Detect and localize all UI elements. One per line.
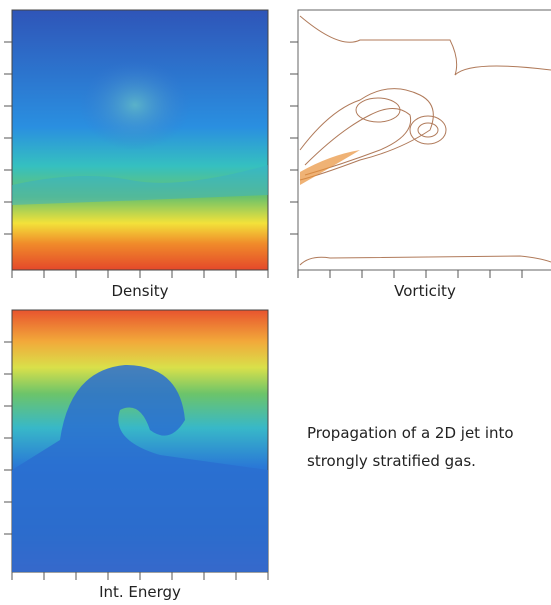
density-vortex (80, 60, 190, 150)
vorticity-core (300, 150, 360, 185)
caption-line: strongly stratified gas. (307, 452, 476, 470)
panel-label: Int. Energy (99, 583, 181, 601)
contour (299, 15, 551, 76)
contour (417, 122, 439, 138)
contour (299, 255, 551, 266)
density-layer (12, 165, 268, 205)
energy-vortex (12, 365, 268, 572)
vorticity-map (297, 9, 551, 271)
caption-line: Propagation of a 2D jet into (307, 424, 514, 442)
vorticity-panel (297, 9, 551, 271)
contour (304, 108, 412, 176)
contour (299, 88, 434, 181)
energy-panel (11, 309, 269, 573)
panel-label: Density (111, 282, 168, 300)
contour (355, 97, 401, 123)
density-panel (11, 9, 269, 271)
contour (409, 115, 447, 145)
panel-label: Vorticity (394, 282, 456, 300)
tick-marks (4, 41, 523, 580)
ticks (4, 41, 523, 580)
